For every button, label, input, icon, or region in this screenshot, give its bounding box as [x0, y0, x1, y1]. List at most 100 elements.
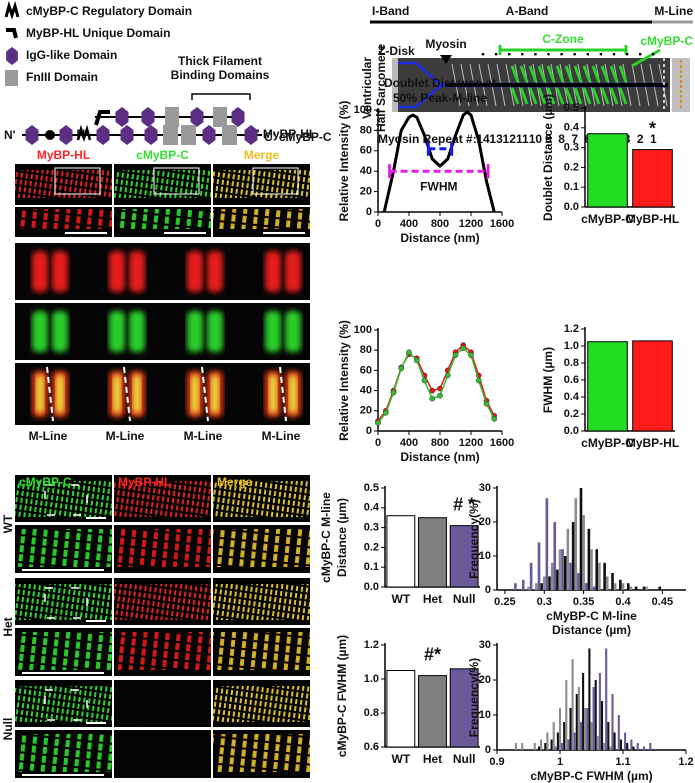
x-axis-label: Distance (nm) — [400, 231, 479, 245]
y-axis-label: Relative Intensity (%) — [337, 320, 351, 441]
repeat-number: 13 — [489, 132, 503, 146]
c-zone-mark — [600, 87, 610, 105]
x-tick-label: 0.4 — [615, 596, 631, 608]
histogram-bar — [613, 583, 617, 590]
y-tick-label: 0.6 — [564, 374, 579, 386]
histogram-bar — [527, 586, 530, 590]
histogram-bar — [556, 732, 559, 750]
micrograph-signal — [15, 584, 112, 620]
image-column-label: MyBP-HL — [37, 148, 90, 162]
repeat-dot — [481, 53, 485, 56]
significance-label: * — [649, 118, 656, 138]
y-tick-label: 0.5 — [364, 482, 379, 494]
y-tick-label: 20 — [360, 186, 372, 198]
histogram-bar — [587, 528, 591, 590]
igg-domain — [25, 125, 39, 145]
histogram-bar — [658, 586, 662, 590]
domain-key-label: cMyBP-C Regulatory Domain — [26, 4, 192, 18]
myosin-label: Myosin — [425, 37, 466, 51]
x-tick-label: cMyBP-C — [581, 212, 634, 226]
y-tick-label: 0 — [366, 206, 372, 218]
band-label: I-Band — [372, 4, 409, 18]
y-tick-label: 0.5 — [564, 102, 579, 114]
x-tick-label: Het — [423, 592, 442, 606]
series-line — [377, 347, 495, 424]
histogram-bar — [603, 743, 606, 750]
micrograph-signal — [114, 686, 211, 722]
bar — [449, 525, 479, 588]
histogram-bar — [636, 743, 639, 750]
repeat-number: 7 — [571, 132, 578, 146]
bar — [587, 341, 628, 432]
y-tick-label: 0.4 — [564, 122, 580, 134]
m-line-label: M-Line — [106, 429, 145, 443]
band-label: A-Band — [506, 4, 549, 18]
data-point — [460, 345, 467, 352]
histogram-bar — [544, 743, 547, 750]
fluorescence-band — [52, 251, 68, 292]
data-point — [483, 400, 490, 407]
data-point — [421, 377, 428, 384]
micrograph-signal — [15, 529, 112, 567]
histogram-bar — [579, 488, 583, 590]
fluorescence-overlap — [269, 375, 277, 413]
c-zone-mark — [546, 65, 556, 83]
fluorescence-overlap — [36, 375, 44, 413]
histogram-bar — [558, 549, 562, 590]
y-tick-label: 0.8 — [564, 357, 579, 369]
x-tick-label: 800 — [431, 437, 449, 449]
histogram-bar — [521, 579, 525, 590]
bar — [632, 340, 673, 432]
c-zone-mark — [510, 87, 520, 105]
row-label: Null — [1, 718, 15, 741]
y-tick-label: 10 — [479, 550, 491, 562]
y-tick-label: 100 — [354, 324, 372, 336]
c-zone-mark — [555, 65, 565, 83]
repeat-dot — [586, 53, 589, 56]
x-tick-label: 1600 — [490, 218, 514, 230]
micrograph-signal — [15, 632, 112, 670]
row-label: WT — [1, 514, 15, 533]
bar — [418, 675, 447, 748]
repeat-dot — [547, 53, 550, 56]
data-point — [390, 389, 397, 396]
histogram-bar — [629, 586, 633, 590]
histogram-bar — [642, 746, 646, 750]
repeat-dot — [494, 53, 498, 56]
repeat-dot — [573, 53, 576, 56]
pa-domain — [45, 130, 55, 140]
micrograph-signal — [213, 209, 310, 229]
igg-domain — [120, 125, 134, 145]
data-point — [413, 357, 420, 364]
y-axis-label: FWHM (µm) — [541, 347, 555, 413]
repeat-dot — [652, 53, 655, 56]
fluorescence-overlap — [211, 375, 219, 413]
x-tick-label: 0.25 — [494, 596, 515, 608]
micrograph-signal — [213, 734, 310, 772]
histogram-bar — [533, 743, 536, 750]
histogram-bar — [514, 743, 517, 750]
data-point — [398, 365, 405, 372]
series-line — [377, 344, 495, 422]
unique-icon — [6, 28, 18, 39]
histogram-bar — [563, 722, 566, 750]
roi-box — [54, 167, 101, 195]
y-tick-label: 0.4 — [564, 391, 580, 403]
y-tick-label: 0.1 — [364, 561, 379, 573]
repeat-dot — [508, 53, 511, 56]
repeat-dot — [612, 53, 616, 56]
histogram-bar — [642, 586, 646, 590]
data-point — [475, 377, 482, 384]
x-tick-label: MyBP-HL — [626, 436, 679, 450]
data-point — [429, 387, 436, 394]
histogram-bar — [600, 701, 604, 750]
x-tick-label: 1.2 — [678, 756, 693, 768]
image-column-label: Merge — [244, 148, 280, 162]
histogram-bar — [645, 586, 648, 590]
m-line-marker — [201, 366, 209, 422]
histogram-bar — [592, 687, 595, 750]
y-tick-label: 40 — [360, 385, 372, 397]
y-tick-label: 0 — [485, 744, 491, 756]
bar — [386, 670, 416, 748]
